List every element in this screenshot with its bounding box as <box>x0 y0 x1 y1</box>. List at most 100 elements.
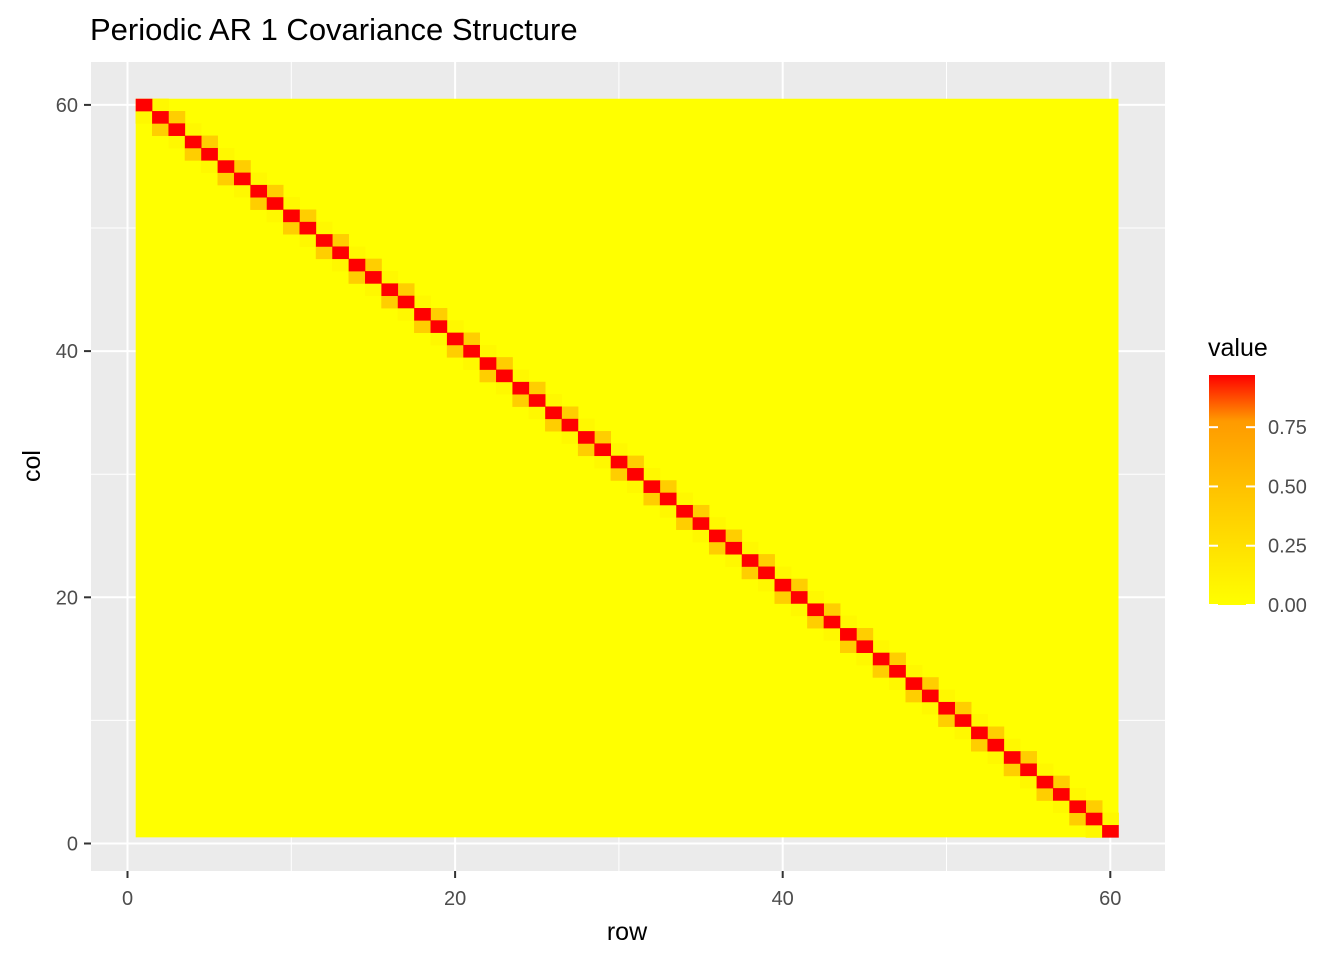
heatmap-tile <box>152 123 169 136</box>
heatmap-tile <box>201 160 218 173</box>
heatmap-tile <box>463 333 480 346</box>
heatmap-tile-diagonal <box>168 123 185 136</box>
heatmap-tile-diagonal <box>447 333 464 346</box>
heatmap-tile <box>496 382 513 395</box>
heatmap-tile-diagonal <box>791 591 808 604</box>
heatmap-tile <box>349 271 366 284</box>
heatmap-tile <box>267 210 284 223</box>
heatmap-tile <box>922 677 939 690</box>
heatmap-tile <box>627 480 644 493</box>
heatmap-tile <box>676 517 693 530</box>
heatmap-tile <box>414 296 431 309</box>
heatmap-tile <box>545 394 562 407</box>
heatmap-tile <box>758 554 775 567</box>
heatmap-tile <box>938 714 955 727</box>
heatmap-tile-diagonal <box>431 320 448 333</box>
heatmap-tile <box>1102 813 1119 826</box>
heatmap-tile-diagonal <box>1037 776 1054 789</box>
heatmap-tile <box>856 653 873 666</box>
heatmap-tile <box>283 222 300 235</box>
heatmap-tile <box>906 690 923 703</box>
heatmap-tile <box>660 505 677 518</box>
heatmap-tile <box>496 357 513 370</box>
legend-colorbar <box>1209 375 1255 605</box>
heatmap-tile-diagonal <box>856 640 873 653</box>
heatmap-tile <box>381 296 398 309</box>
heatmap-tile <box>480 345 497 358</box>
heatmap-tile <box>889 653 906 666</box>
heatmap-tile <box>1069 788 1086 801</box>
heatmap-tile-diagonal <box>218 160 235 173</box>
heatmap-tile <box>562 431 579 444</box>
heatmap-tile <box>332 259 349 272</box>
heatmap-tile-diagonal <box>1086 813 1103 826</box>
heatmap-tile <box>267 185 284 198</box>
heatmap-tile-diagonal <box>987 739 1004 752</box>
heatmap-tile-diagonal <box>742 554 759 567</box>
heatmap-tile-diagonal <box>1004 751 1021 764</box>
heatmap-tile <box>594 456 611 469</box>
heatmap-tile <box>168 136 185 149</box>
heatmap-tile <box>971 714 988 727</box>
heatmap-tile <box>250 173 267 186</box>
heatmap-tile <box>742 542 759 555</box>
y-axis: 0204060 <box>56 95 91 856</box>
heatmap-tile <box>971 739 988 752</box>
heatmap-tile <box>709 542 726 555</box>
heatmap-tile-diagonal <box>545 406 562 419</box>
heatmap-tile <box>299 210 316 223</box>
heatmap-tile <box>742 567 759 580</box>
heatmap-tile-diagonal <box>676 505 693 518</box>
heatmap-tile <box>889 677 906 690</box>
heatmap-tile-diagonal <box>922 690 939 703</box>
x-axis-title: row <box>607 918 648 946</box>
heatmap-tile-diagonal <box>234 173 251 186</box>
heatmap-tile <box>611 468 628 481</box>
heatmap-tile <box>955 702 972 715</box>
heatmap-tile <box>349 246 366 259</box>
heatmap-tile <box>185 148 202 161</box>
heatmap-tile <box>627 456 644 469</box>
heatmap-tile-diagonal <box>643 480 660 493</box>
heatmap-tile-diagonal <box>1102 825 1119 838</box>
heatmap-tile-diagonal <box>807 603 824 616</box>
heatmap-tile-diagonal <box>381 283 398 296</box>
heatmap-tile <box>987 727 1004 740</box>
heatmap-tile-diagonal <box>824 616 841 629</box>
heatmap-tile <box>660 480 677 493</box>
heatmap-tile <box>381 271 398 284</box>
heatmap-tile <box>234 185 251 198</box>
heatmap-tile <box>316 246 333 259</box>
heatmap-tile <box>643 493 660 506</box>
heatmap-tile-diagonal <box>594 443 611 456</box>
heatmap-tile-diagonal <box>332 246 349 259</box>
heatmap-tile-diagonal <box>693 517 710 530</box>
heatmap-tile <box>480 370 497 383</box>
heatmap-tile-diagonal <box>627 468 644 481</box>
heatmap-tile <box>1037 788 1054 801</box>
heatmap-tile <box>594 431 611 444</box>
heatmap-tile <box>693 530 710 543</box>
heatmap-tile <box>873 640 890 653</box>
heatmap-tile <box>840 640 857 653</box>
heatmap-tile <box>725 554 742 567</box>
heatmap-tile-diagonal <box>775 579 792 592</box>
heatmap-tile <box>578 419 595 432</box>
heatmap-tile-diagonal <box>414 308 431 321</box>
heatmap-tile-diagonal <box>250 185 267 198</box>
heatmap-tile <box>447 345 464 358</box>
heatmap-tile <box>824 603 841 616</box>
heatmap-tile-diagonal <box>889 665 906 678</box>
heatmap-tile-diagonal <box>529 394 546 407</box>
heatmap-tile-diagonal <box>906 677 923 690</box>
heatmap-tile <box>709 517 726 530</box>
heatmap-tile <box>447 320 464 333</box>
heatmap-tile <box>873 665 890 678</box>
heatmap-tile <box>1086 825 1103 838</box>
heatmap-tile-diagonal <box>1053 788 1070 801</box>
heatmap-tile <box>1086 800 1103 813</box>
heatmap-tile <box>824 628 841 641</box>
heatmap-tile <box>1069 813 1086 826</box>
heatmap-tile <box>758 579 775 592</box>
heatmap-tile-diagonal <box>152 111 169 124</box>
